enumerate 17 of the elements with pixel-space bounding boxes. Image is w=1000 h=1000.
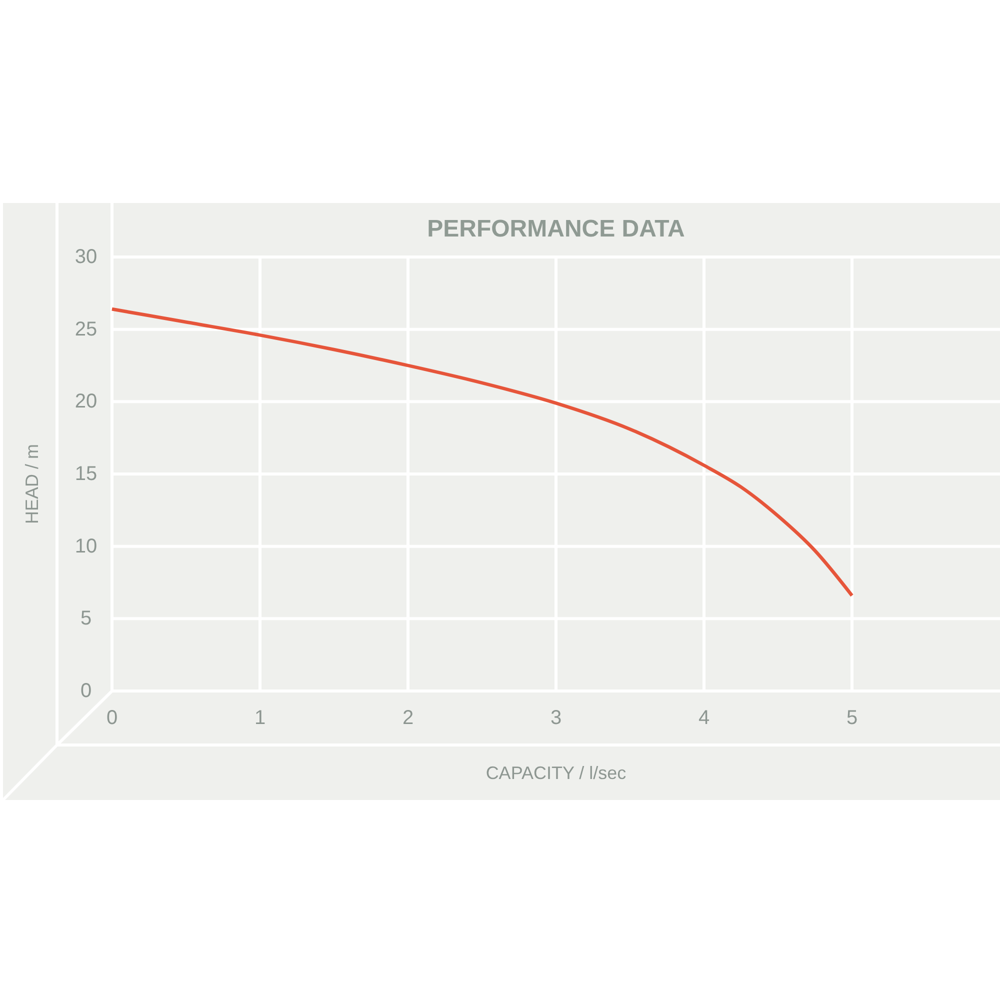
x-tick-label: 0: [106, 707, 118, 729]
x-tick-label: 4: [698, 707, 710, 729]
y-tick-label: 25: [74, 318, 98, 340]
x-tick-label: 5: [846, 707, 858, 729]
y-tick-label: 10: [74, 535, 98, 558]
y-tick-label: 5: [80, 608, 92, 630]
y-tick-label: 0: [80, 680, 92, 702]
chart-title: PERFORMANCE DATA: [427, 216, 685, 242]
line-series: [110, 307, 854, 598]
y-tick-label: 30: [74, 246, 98, 268]
y-tick-label: 20: [74, 390, 98, 413]
x-tick-label: 1: [254, 707, 266, 729]
y-axis-title: HEAD / m: [22, 444, 42, 524]
x-tick-label: 3: [550, 707, 562, 729]
x-axis-title: CAPACITY / l/sec: [486, 763, 626, 783]
x-tick-label: 2: [402, 707, 414, 729]
y-tick-label: 15: [74, 463, 98, 485]
